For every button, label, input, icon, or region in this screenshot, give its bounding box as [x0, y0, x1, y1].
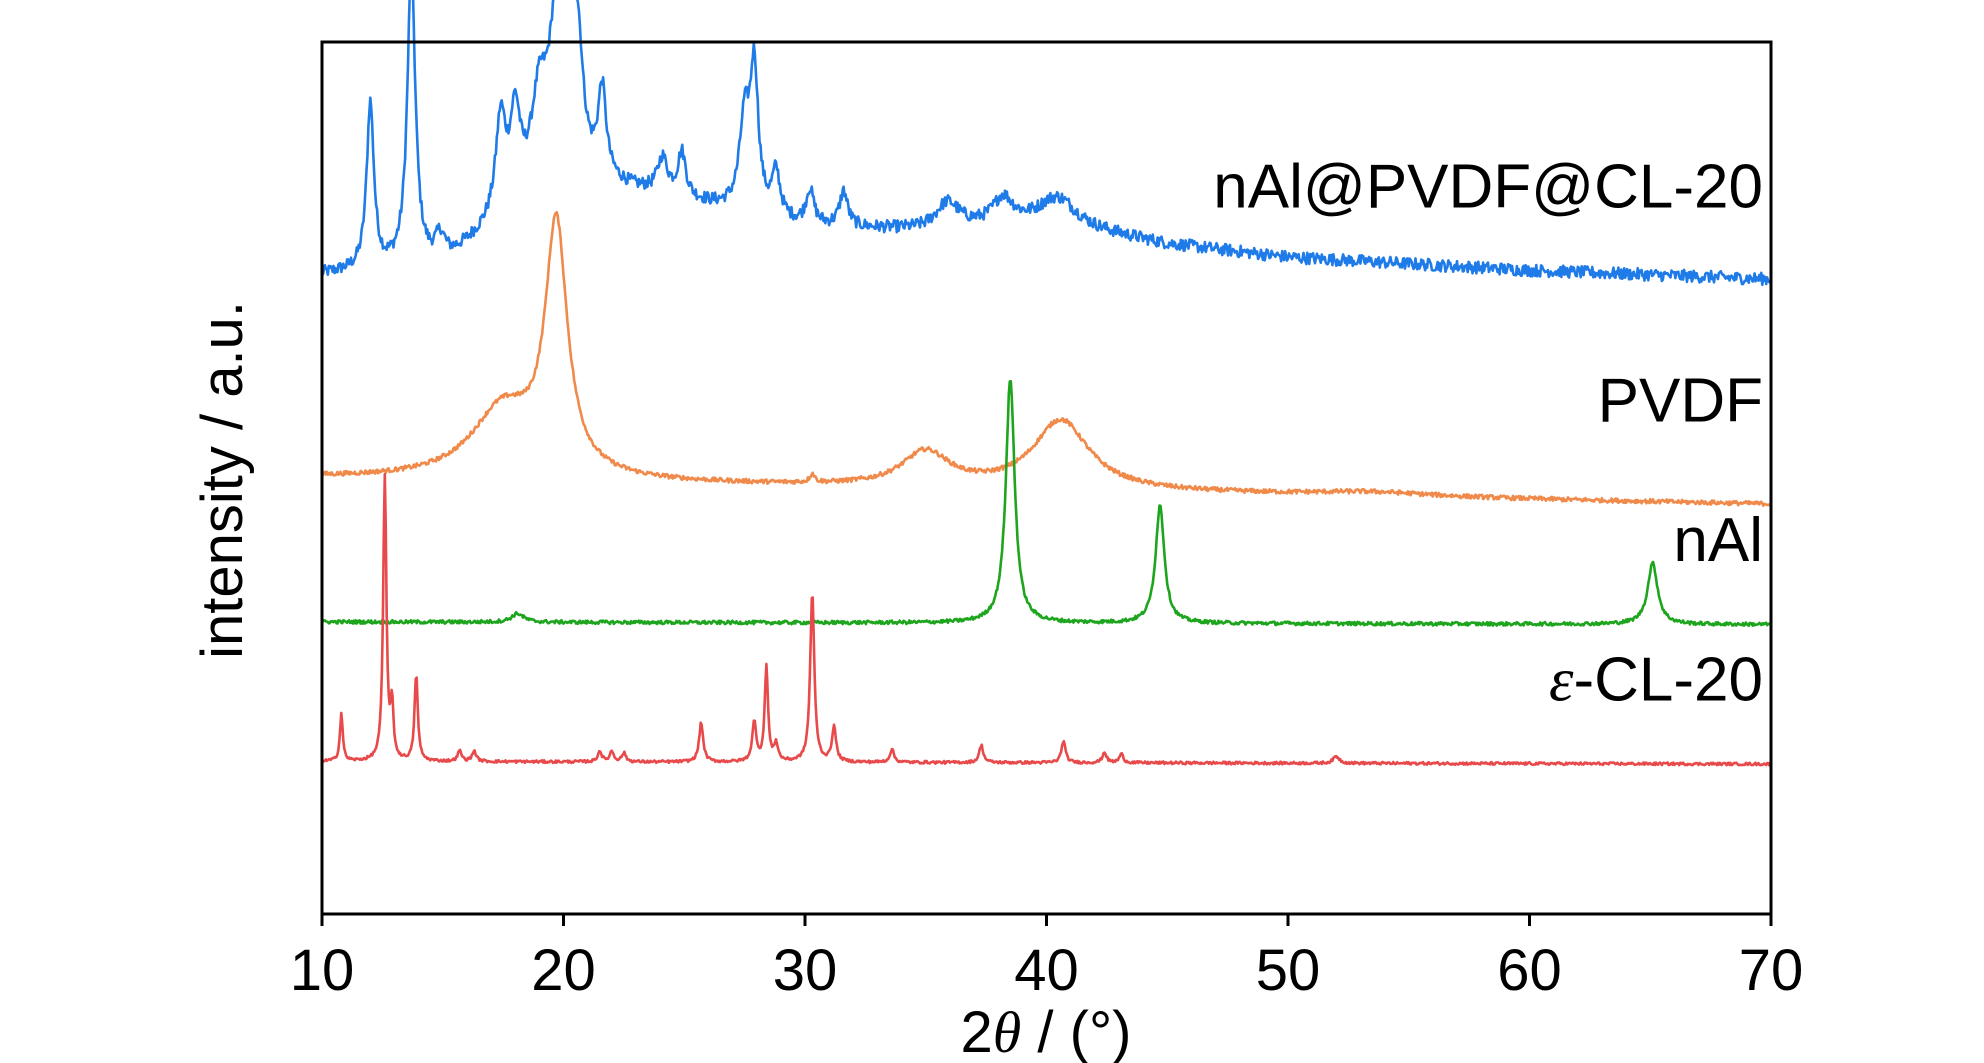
- series-line-3: [320, 473, 1772, 767]
- series-label-1: PVDF: [1598, 366, 1763, 435]
- x-tick-label: 40: [1014, 938, 1079, 1003]
- x-tick-label: 20: [531, 938, 596, 1003]
- x-tick-label: 50: [1256, 938, 1321, 1003]
- series-line-2: [320, 380, 1773, 628]
- x-axis-title: 2θ / (°): [961, 1000, 1132, 1063]
- series-layer: [320, 0, 1773, 767]
- x-axis-title-theta: θ: [993, 1000, 1022, 1063]
- x-tick-label: 60: [1497, 938, 1562, 1003]
- series-labels: nAl@PVDF@CL-20 PVDF nAl ε-CL-20: [1213, 153, 1763, 715]
- series-label-2: nAl: [1673, 506, 1763, 575]
- x-axis-ticks: 10 20 30 40 50 60 70: [290, 914, 1804, 1003]
- x-tick-label: 30: [773, 938, 838, 1003]
- y-axis-title: intensity / a.u.: [190, 301, 255, 659]
- series-label-3: ε-CL-20: [1549, 645, 1763, 714]
- x-axis-title-suffix: / (°): [1021, 1000, 1131, 1063]
- series-line-1: [320, 211, 1772, 507]
- x-axis-title-prefix: 2: [961, 1000, 993, 1063]
- series-label-epsilon: ε: [1549, 646, 1574, 714]
- series-label-0: nAl@PVDF@CL-20: [1213, 153, 1763, 222]
- x-tick-label: 70: [1739, 938, 1804, 1003]
- x-tick-label: 10: [290, 938, 355, 1003]
- series-label-rest: -CL-20: [1573, 645, 1763, 714]
- series-line-0: [320, 0, 1772, 287]
